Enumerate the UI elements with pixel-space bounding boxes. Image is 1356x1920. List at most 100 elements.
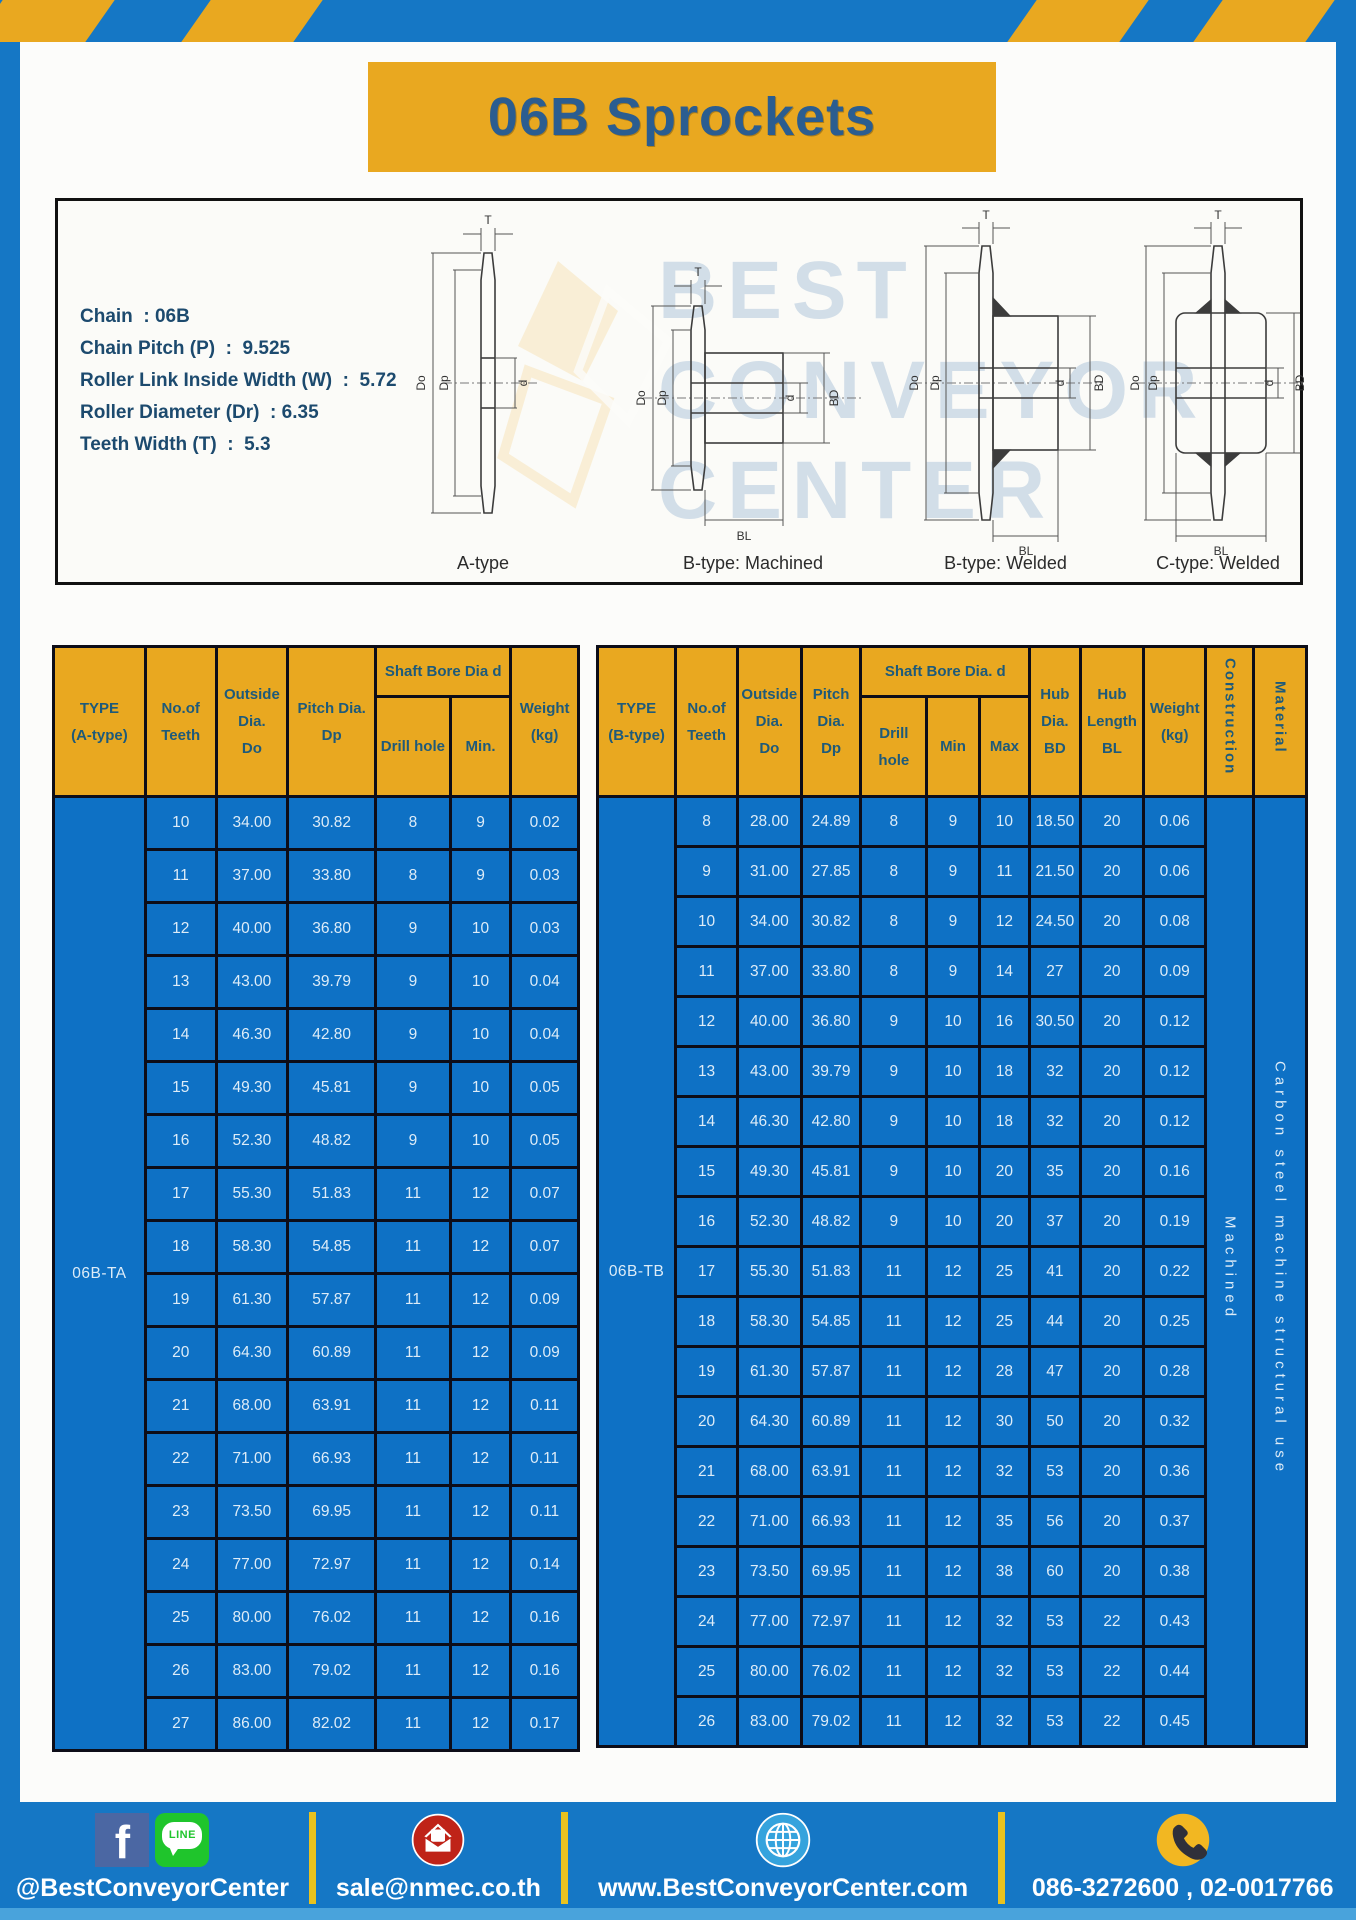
table-cell: 11 [143, 848, 218, 904]
table-cell: 11 [859, 1345, 929, 1398]
table-cell: 20 [1078, 945, 1146, 998]
table-cell: 27 [143, 1696, 218, 1752]
table-cell: 20 [1078, 1095, 1146, 1148]
bottom-accent-strip [0, 1908, 1356, 1920]
col-header-hub-dia: Hub Dia. BD [1028, 645, 1082, 798]
table-cell: 11 [374, 1484, 452, 1540]
col-header-drill-hole: Drill hole [374, 695, 452, 798]
table-cell: 10 [448, 954, 513, 1010]
table-cell: 20 [977, 1145, 1032, 1198]
website-url: www.BestConveyorCenter.com [598, 1874, 969, 1902]
table-cell: 10 [143, 795, 218, 851]
table-cell: 14 [977, 945, 1032, 998]
table-cell: 9 [374, 901, 452, 957]
table-cell: 36.80 [799, 995, 863, 1048]
chain-specs: Chain : 06B Chain Pitch (P) : 9.525 Roll… [80, 301, 397, 461]
type-cell: 06B-TB [595, 795, 678, 1748]
table-cell: 9 [859, 995, 929, 1048]
table-cell: 0.14 [509, 1537, 580, 1593]
svg-text:BL: BL [737, 529, 752, 543]
table-cell: 40.00 [735, 995, 803, 1048]
table-row: 12 40.00 36.80 9 10 0.03 [54, 901, 580, 957]
table-cell: 0.16 [509, 1643, 580, 1699]
table-cell: 10 [448, 1113, 513, 1169]
table-cell: 12 [448, 1378, 513, 1434]
table-cell: 11 [374, 1696, 452, 1752]
table-cell: 32 [977, 1695, 1032, 1748]
table-cell: 35 [1028, 1145, 1082, 1198]
table-cell: 52.30 [735, 1195, 803, 1248]
diagram-caption: B-type: Machined [682, 553, 824, 573]
table-cell: 37.00 [214, 848, 290, 904]
table-cell: 12 [448, 1643, 513, 1699]
table-cell: 46.30 [735, 1095, 803, 1148]
table-cell: 14 [674, 1095, 739, 1148]
table-cell: 45.81 [799, 1145, 863, 1198]
table-cell: 0.03 [509, 848, 580, 904]
top-decoration-band [0, 0, 1356, 42]
table-cell: 0.07 [509, 1219, 580, 1275]
spec-line: Roller Diameter (Dr) : 6.35 [80, 402, 319, 423]
table-cell: 16 [977, 995, 1032, 1048]
col-header-outside-dia: Outside Dia. Do [735, 645, 803, 798]
table-cell: 42.80 [286, 1007, 378, 1063]
table-cell: 55.30 [214, 1166, 290, 1222]
table-cell: 0.32 [1142, 1395, 1208, 1448]
table-cell: 0.17 [509, 1696, 580, 1752]
table-cell: 20 [674, 1395, 739, 1448]
table-cell: 0.04 [509, 954, 580, 1010]
table-cell: 32 [1028, 1095, 1082, 1148]
table-cell: 18.50 [1028, 795, 1082, 848]
table-cell: 14 [143, 1007, 218, 1063]
table-cell: 13 [674, 1045, 739, 1098]
table-cell: 10 [925, 995, 981, 1048]
table-cell: 83.00 [214, 1643, 290, 1699]
table-cell: 10 [674, 895, 739, 948]
table-cell: 24 [143, 1537, 218, 1593]
table-cell: 12 [448, 1166, 513, 1222]
table-cell: 53 [1028, 1445, 1082, 1498]
table-cell: 0.45 [1142, 1695, 1208, 1748]
table-cell: 51.83 [799, 1245, 863, 1298]
table-cell: 0.12 [1142, 995, 1208, 1048]
table-cell: 32 [977, 1645, 1032, 1698]
table-cell: 50 [1028, 1395, 1082, 1448]
table-cell: 9 [859, 1045, 929, 1098]
col-header-shaft-bore: Shaft Bore Dia. d [859, 645, 1032, 698]
table-cell: 11 [859, 1495, 929, 1548]
diagram-caption: A-type [456, 553, 510, 573]
table-cell: 46.30 [214, 1007, 290, 1063]
table-cell: 69.95 [799, 1545, 863, 1598]
table-row: 15 49.30 45.81 9 10 20 35 20 0.16 [598, 1145, 1307, 1198]
table-cell: 12 [448, 1590, 513, 1646]
table-cell: 58.30 [735, 1295, 803, 1348]
table-cell: 11 [859, 1395, 929, 1448]
table-row: 21 68.00 63.91 11 12 32 53 20 0.36 [598, 1445, 1307, 1498]
social-handle: @BestConveyorCenter [15, 1874, 289, 1902]
decor-stripe [1001, 0, 1155, 42]
table-row: 13 43.00 39.79 9 10 18 32 20 0.12 [598, 1045, 1307, 1098]
table-cell: 34.00 [214, 795, 290, 851]
table-cell: 61.30 [214, 1272, 290, 1328]
table-cell: 25 [977, 1245, 1032, 1298]
table-cell: 0.06 [1142, 795, 1208, 848]
table-cell: 20 [1078, 1545, 1146, 1598]
footer-email-group: sale@nmec.co.th [320, 1810, 557, 1903]
table-row: 24 77.00 72.97 11 12 32 53 22 0.43 [598, 1595, 1307, 1648]
table-cell: 20 [1078, 1395, 1146, 1448]
table-cell: 48.82 [286, 1113, 378, 1169]
table-cell: 41 [1028, 1245, 1082, 1298]
table-cell: 11 [374, 1325, 452, 1381]
table-cell: 15 [674, 1145, 739, 1198]
table-cell: 20 [1078, 1195, 1146, 1248]
col-header-outside-dia: Outside Dia. Do [214, 645, 290, 798]
table-row: 21 68.00 63.91 11 12 0.11 [54, 1378, 580, 1434]
table-cell: 54.85 [799, 1295, 863, 1348]
col-header-shaft-bore: Shaft Bore Dia d [374, 645, 513, 698]
table-cell: 28.00 [735, 795, 803, 848]
table-cell: 9 [448, 848, 513, 904]
table-cell: 19 [674, 1345, 739, 1398]
table-cell: 30 [977, 1395, 1032, 1448]
col-header-hub-length: Hub Length BL [1078, 645, 1146, 798]
table-cell: 11 [859, 1595, 929, 1648]
